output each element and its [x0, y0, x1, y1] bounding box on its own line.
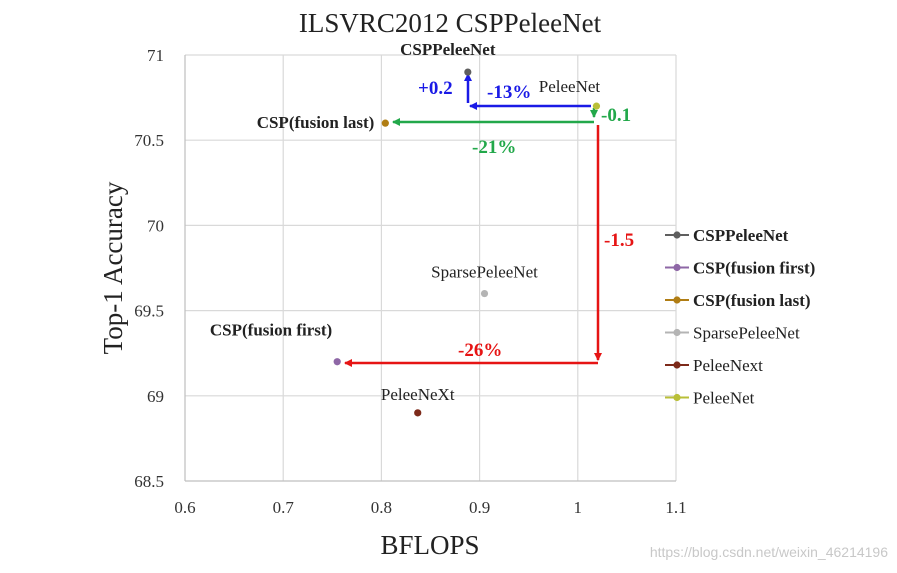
x-tick-label: 0.8 — [371, 498, 392, 517]
data-points — [333, 68, 601, 417]
y-tick-label: 69 — [147, 387, 164, 406]
x-tick-label: 0.9 — [469, 498, 490, 517]
legend-marker-peleenext — [673, 361, 681, 369]
annotation-arrows — [344, 73, 602, 367]
y-tick-label: 71 — [147, 46, 164, 65]
point-label-peleenext: PeleeNeXt — [381, 385, 455, 404]
y-tick-label: 68.5 — [134, 472, 164, 491]
watermark: https://blog.csdn.net/weixin_46214196 — [650, 544, 888, 560]
legend-label-peleenet: PeleeNet — [693, 389, 755, 408]
annotation-minus-21-percent: -21% — [472, 137, 516, 158]
point-csp-fusion-last — [381, 119, 389, 127]
point-sparsepeleenet — [480, 289, 489, 298]
y-tick-label: 70.5 — [134, 131, 164, 150]
legend-label-peleenext: PeleeNext — [693, 356, 763, 375]
annotation-minus-1-5: -1.5 — [604, 230, 634, 251]
legend-label-csp-fusion-first: CSP(fusion first) — [693, 259, 815, 278]
legend-marker-csp-fusion-first — [673, 263, 681, 272]
legend-label-sparsepeleenet: SparsePeleeNet — [693, 324, 800, 343]
x-tick-label: 1.1 — [665, 498, 686, 517]
legend-marker-sparsepeleenet — [673, 328, 681, 337]
point-label-sparsepeleenet: SparsePeleeNet — [431, 263, 538, 282]
point-peleenet — [592, 102, 601, 110]
legend-label-csppeleenet: CSPPeleeNet — [693, 226, 789, 245]
y-tick-label: 70 — [147, 216, 164, 235]
legend-marker-peleenet — [673, 393, 681, 402]
point-label-peleenet: PeleeNet — [539, 77, 601, 96]
legend-label-csp-fusion-last: CSP(fusion last) — [693, 291, 811, 310]
point-csp-fusion-first — [333, 358, 341, 366]
chart-title: ILSVRC2012 CSPPeleeNet — [299, 8, 602, 38]
point-label-csppeleenet: CSPPeleeNet — [400, 40, 496, 59]
x-axis-title: BFLOPS — [380, 530, 479, 560]
point-peleenext — [414, 409, 422, 417]
x-tick-label: 1 — [574, 498, 583, 517]
legend: CSPPeleeNet CSP(fusion first) CSP(fusion l… — [665, 226, 815, 408]
x-tick-label: 0.7 — [273, 498, 295, 517]
axes: 0.6 0.7 0.8 0.9 1 1.1 68.5 69 69.5 70 70.5 71 — [134, 46, 686, 517]
annotation-minus-0-1: -0.1 — [601, 105, 631, 126]
point-label-csp-fusion-first: CSP(fusion first) — [210, 321, 332, 340]
annotation-minus-26-percent: -26% — [458, 340, 502, 361]
x-tick-label: 0.6 — [174, 498, 195, 517]
y-axis-title: Top-1 Accuracy — [98, 181, 128, 354]
legend-marker-csp-fusion-last — [673, 296, 681, 304]
annotation-minus-13-percent: -13% — [487, 82, 531, 103]
annotation-plus-0-2: +0.2 — [418, 78, 453, 99]
point-csppeleenet — [464, 68, 472, 76]
y-tick-label: 69.5 — [134, 302, 164, 321]
point-labels: CSPPeleeNet CSP(fusion first) CSP(fusion l… — [210, 40, 601, 404]
point-label-csp-fusion-last: CSP(fusion last) — [257, 113, 375, 132]
legend-marker-csppeleenet — [673, 231, 681, 239]
